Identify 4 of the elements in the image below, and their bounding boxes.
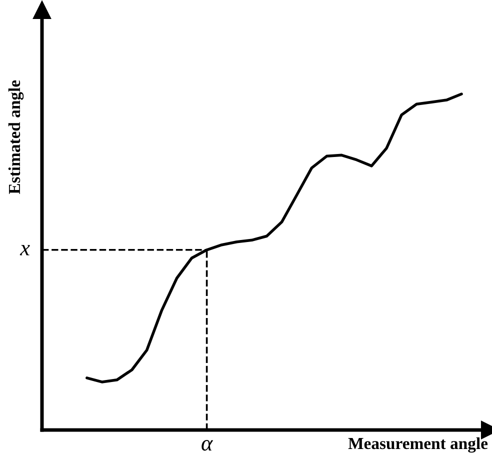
text: α xyxy=(202,440,214,451)
y-axis-title: Estimated angle xyxy=(8,80,24,194)
ref-line-label: x xyxy=(20,245,30,256)
x-axis-title: Measurement angle xyxy=(348,437,488,453)
